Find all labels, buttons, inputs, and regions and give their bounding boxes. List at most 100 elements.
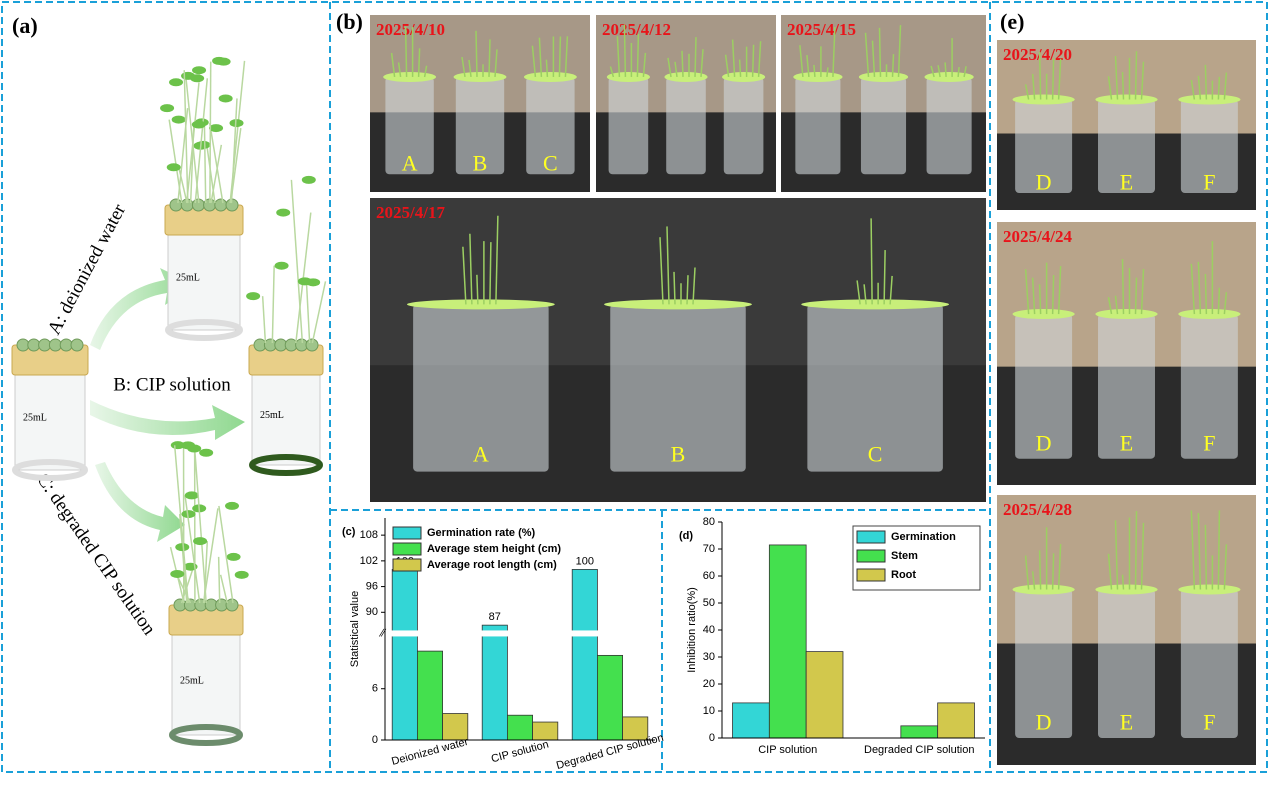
- cup-rim: [407, 299, 555, 309]
- cup: [609, 77, 649, 174]
- sample-label: A: [402, 150, 418, 175]
- leaf: [219, 94, 233, 102]
- x-tick-label: CIP solution: [758, 744, 817, 756]
- sprout: [559, 36, 560, 76]
- seed: [17, 339, 29, 351]
- sprout: [893, 54, 894, 77]
- leaf: [302, 176, 316, 184]
- y-tick-label: 90: [366, 606, 378, 618]
- cup-rim: [1178, 585, 1240, 595]
- sprout: [624, 24, 625, 76]
- value-label: 87: [489, 611, 501, 623]
- sprout: [1218, 77, 1219, 100]
- sample-label: F: [1203, 170, 1215, 195]
- sprout: [1205, 65, 1206, 100]
- bar: [597, 655, 622, 740]
- leaf: [185, 491, 199, 499]
- legend-swatch: [857, 550, 885, 562]
- bar: [533, 722, 558, 740]
- leaf: [170, 570, 184, 578]
- panel-label: (d): [679, 530, 693, 542]
- leaf: [246, 292, 260, 300]
- stem: [272, 266, 274, 343]
- sprout: [1136, 51, 1137, 99]
- arrow: [90, 400, 245, 440]
- bar: [901, 726, 938, 738]
- bar: [417, 651, 442, 740]
- sprout: [1123, 575, 1124, 590]
- stem: [306, 282, 309, 343]
- cup-rim: [1178, 95, 1240, 105]
- x-tick-label: Degraded CIP solution: [864, 744, 974, 756]
- sprout: [945, 62, 946, 77]
- y-tick-label: 70: [703, 543, 715, 555]
- sample-label: D: [1036, 170, 1052, 195]
- sprout: [753, 45, 754, 77]
- y-tick-label: 6: [372, 683, 378, 695]
- cup-rim: [454, 72, 507, 82]
- legend-swatch: [393, 559, 421, 571]
- stem: [210, 62, 211, 203]
- sprout: [1053, 59, 1054, 100]
- seed: [39, 339, 51, 351]
- y-axis-label: Statistical value: [349, 591, 361, 667]
- y-tick-label: 20: [703, 678, 715, 690]
- cup-rim: [1095, 585, 1157, 595]
- sprout: [476, 31, 477, 77]
- leaf: [172, 116, 186, 124]
- legend-label: Germination: [891, 531, 956, 543]
- bar: [769, 545, 806, 738]
- sprout: [489, 39, 490, 77]
- bar: [392, 569, 417, 740]
- y-tick-label: 50: [703, 597, 715, 609]
- legend-label: Average stem height (cm): [427, 543, 561, 555]
- legend-label: Root: [891, 569, 916, 581]
- photo-date: 2025/4/28: [1003, 500, 1072, 519]
- leaf: [276, 209, 290, 217]
- sprout: [814, 65, 815, 77]
- axis-break: [379, 630, 655, 636]
- cup: [666, 77, 706, 174]
- bar: [733, 703, 770, 738]
- leaf: [196, 141, 210, 149]
- sprout: [1040, 52, 1041, 100]
- sprout: [1123, 259, 1124, 314]
- seed: [170, 199, 182, 211]
- stem: [263, 296, 266, 343]
- sprout: [682, 51, 683, 77]
- leaf: [199, 449, 213, 457]
- leaf: [169, 78, 183, 86]
- sprout: [406, 27, 407, 77]
- volume-label: 25mL: [176, 273, 200, 284]
- seed: [215, 199, 227, 211]
- cup-rim: [1095, 309, 1157, 319]
- x-tick-label: Deionized water: [390, 736, 470, 768]
- sprout: [1218, 510, 1219, 589]
- cup: [927, 77, 972, 174]
- panel-label: (b): [336, 9, 363, 34]
- sample-label: E: [1120, 431, 1133, 456]
- seed: [306, 339, 318, 351]
- bar: [806, 652, 843, 738]
- cup: [861, 77, 906, 174]
- panel-label: (c): [342, 526, 356, 538]
- y-tick-label: 10: [703, 705, 715, 717]
- sprout: [1053, 275, 1054, 314]
- sprout: [674, 272, 675, 305]
- cup-rim: [1178, 309, 1240, 319]
- sample-label: F: [1203, 431, 1215, 456]
- seed: [49, 339, 61, 351]
- cup-rim: [1013, 95, 1075, 105]
- sample-label: E: [1120, 710, 1133, 735]
- photo-date: 2025/4/17: [376, 203, 445, 222]
- leaf: [227, 553, 241, 561]
- seed: [71, 339, 83, 351]
- sprout: [695, 37, 696, 77]
- sprout: [1136, 278, 1137, 314]
- photo-date: 2025/4/15: [787, 20, 856, 39]
- sprout: [419, 48, 420, 77]
- bar: [507, 715, 532, 740]
- sample-label: A: [473, 441, 489, 466]
- sprout: [871, 218, 872, 304]
